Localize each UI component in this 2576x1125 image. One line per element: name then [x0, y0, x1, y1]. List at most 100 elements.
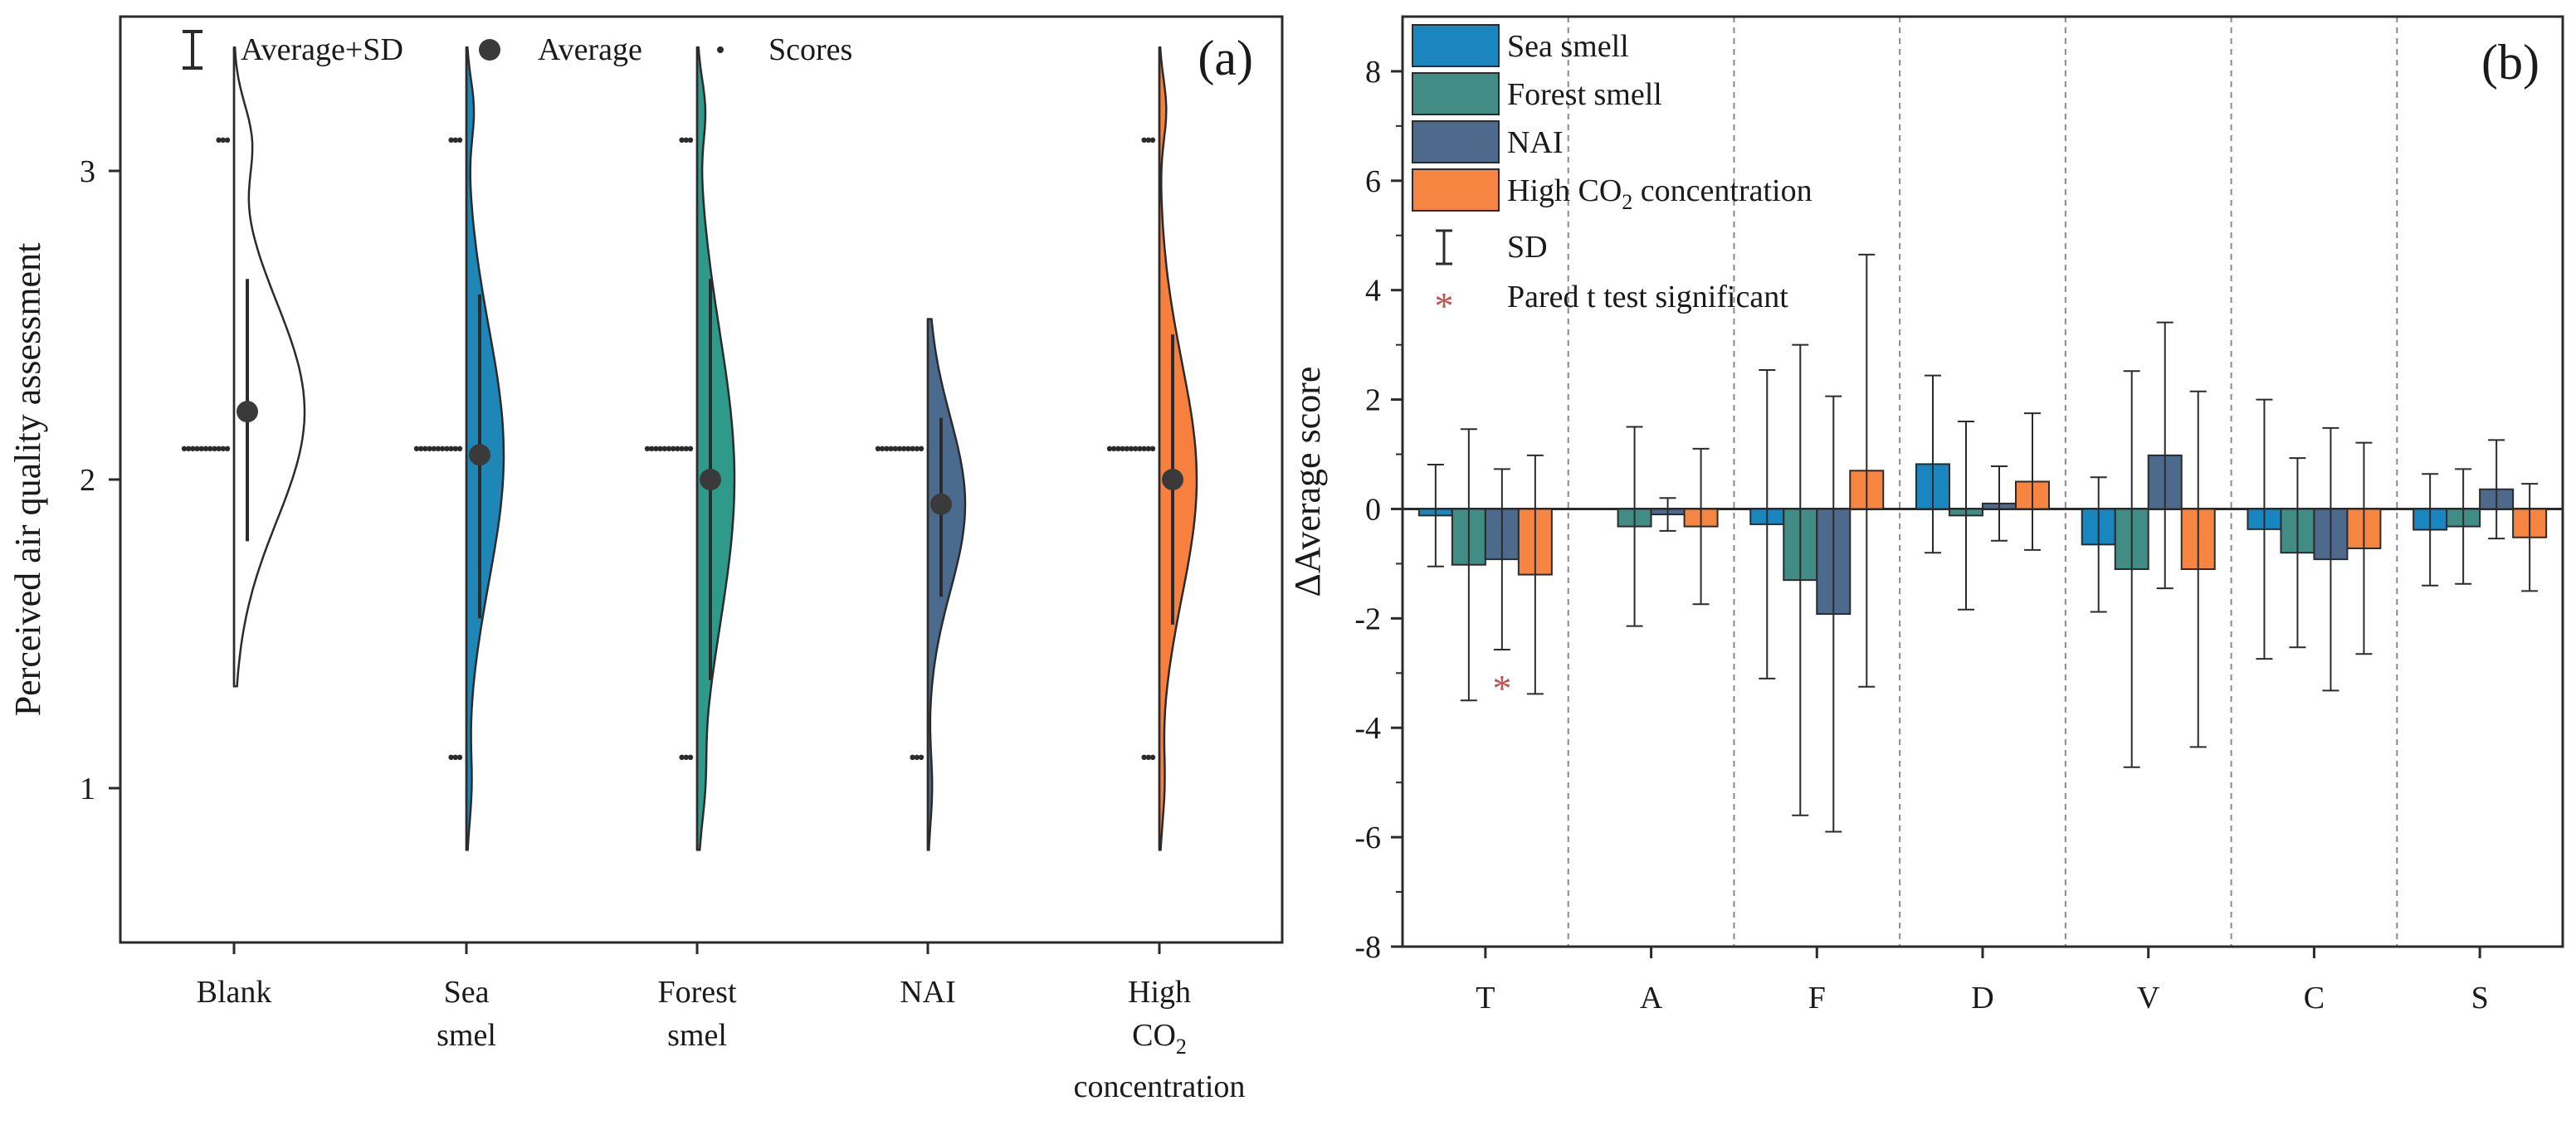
score-dot — [440, 446, 446, 451]
violin-category — [644, 46, 736, 851]
panel-a-violin-chart: Average+SD Average Scores 1 2 3 Perceived air… — [7, 15, 1284, 1104]
average-dot — [930, 493, 952, 515]
panel-b-axes: -8 -6 -4 -2 0 2 4 6 8 ΔAverage score T A F D V C S — [1287, 55, 2489, 1015]
panel-b-grid — [1403, 17, 2563, 947]
y-tick-label: -4 — [1354, 711, 1381, 746]
score-dot — [224, 137, 231, 143]
score-dot — [661, 446, 667, 451]
x-tick-label: A — [1640, 981, 1663, 1015]
score-dot — [657, 446, 663, 451]
legend-label: Scores — [768, 32, 852, 67]
score-dot — [186, 446, 192, 451]
score-dot — [918, 446, 925, 451]
y-tick-label: 0 — [1365, 492, 1381, 527]
x-tick-label: Forest smel — [658, 975, 737, 1053]
score-dot — [687, 137, 694, 143]
score-dot — [1141, 754, 1147, 760]
legend-label: Forest smell — [1507, 77, 1662, 112]
violin-category — [413, 46, 505, 851]
score-dot — [880, 446, 886, 451]
score-dot — [1111, 446, 1117, 451]
x-tick-label: NAI — [900, 975, 956, 1010]
score-dot — [1141, 446, 1147, 451]
violin-category — [1106, 46, 1198, 851]
score-dot — [452, 137, 458, 143]
score-dot — [1120, 446, 1125, 451]
score-dot — [444, 446, 450, 451]
legend-swatch — [1412, 72, 1500, 115]
x-tick-label: V — [2137, 981, 2160, 1015]
panel-a-legend: Average+SD Average Scores — [183, 30, 852, 70]
score-dot — [1145, 137, 1152, 143]
score-dot — [1145, 446, 1152, 451]
score-dot — [888, 446, 894, 451]
legend-swatch — [1412, 120, 1500, 163]
y-tick-label: 4 — [1365, 274, 1381, 309]
score-dot — [418, 446, 424, 451]
score-dot — [1137, 446, 1143, 451]
panel-a-tag: (a) — [1198, 31, 1253, 85]
score-dot — [413, 446, 420, 451]
score-dot — [671, 446, 676, 451]
score-dot — [456, 446, 463, 451]
score-dot — [456, 754, 463, 760]
legend-label: High CO2 concentration — [1507, 173, 1812, 214]
legend-average-icon — [479, 39, 500, 61]
score-dot — [181, 446, 188, 451]
score-dot — [1149, 446, 1156, 451]
score-dot — [456, 137, 463, 143]
score-dot — [875, 446, 881, 451]
x-tick-label: D — [1971, 981, 1993, 1015]
x-tick-label: Sea smel — [437, 975, 496, 1053]
score-dot — [216, 446, 222, 451]
score-dot — [448, 754, 454, 760]
score-dot — [683, 446, 689, 451]
score-dot — [905, 446, 911, 451]
legend-label: Average+SD — [241, 32, 403, 67]
score-dot — [653, 446, 659, 451]
x-tick-label: S — [2471, 981, 2489, 1015]
legend-scores-icon — [717, 46, 724, 53]
legend-significance-icon: * — [1435, 285, 1454, 327]
violin-shape — [695, 46, 736, 851]
score-dot — [896, 446, 903, 451]
score-dot — [435, 446, 442, 451]
score-dot — [1128, 446, 1134, 451]
y-tick-label: -8 — [1354, 930, 1381, 965]
x-tick-label: High CO2 concentration — [1074, 975, 1246, 1104]
legend-swatch — [1412, 168, 1500, 212]
score-dot — [687, 446, 694, 451]
score-dot — [431, 446, 437, 451]
score-dot — [224, 446, 231, 451]
score-dot — [422, 446, 428, 451]
legend-label: NAI — [1507, 125, 1564, 160]
score-dot — [683, 754, 689, 760]
score-dot — [1149, 137, 1156, 143]
error-bars-group: * — [1427, 253, 2539, 833]
score-dot — [452, 754, 458, 760]
score-dot — [914, 446, 920, 451]
score-dot — [675, 446, 681, 451]
score-dot — [1149, 754, 1156, 760]
x-tick-label: Blank — [197, 975, 272, 1010]
score-dot — [679, 137, 685, 143]
average-dot — [700, 469, 721, 490]
x-tick-label: F — [1808, 981, 1826, 1015]
score-dot — [190, 446, 196, 451]
score-dot — [427, 446, 432, 451]
y-axis-title: Perceived air quality assessment — [7, 243, 48, 717]
score-dot — [448, 446, 454, 451]
score-dot — [910, 754, 915, 760]
score-dot — [1133, 446, 1139, 451]
x-tick-label: T — [1476, 981, 1495, 1015]
panel-b-plot-border — [1401, 15, 2564, 948]
score-dot — [202, 446, 209, 451]
violin-outline — [232, 46, 306, 688]
y-axis-title: ΔAverage score — [1287, 367, 1328, 597]
y-tick-label: 2 — [80, 463, 95, 498]
score-dot — [1106, 446, 1113, 451]
score-dot — [679, 754, 685, 760]
score-dot — [683, 137, 689, 143]
legend-swatch — [1412, 24, 1500, 67]
